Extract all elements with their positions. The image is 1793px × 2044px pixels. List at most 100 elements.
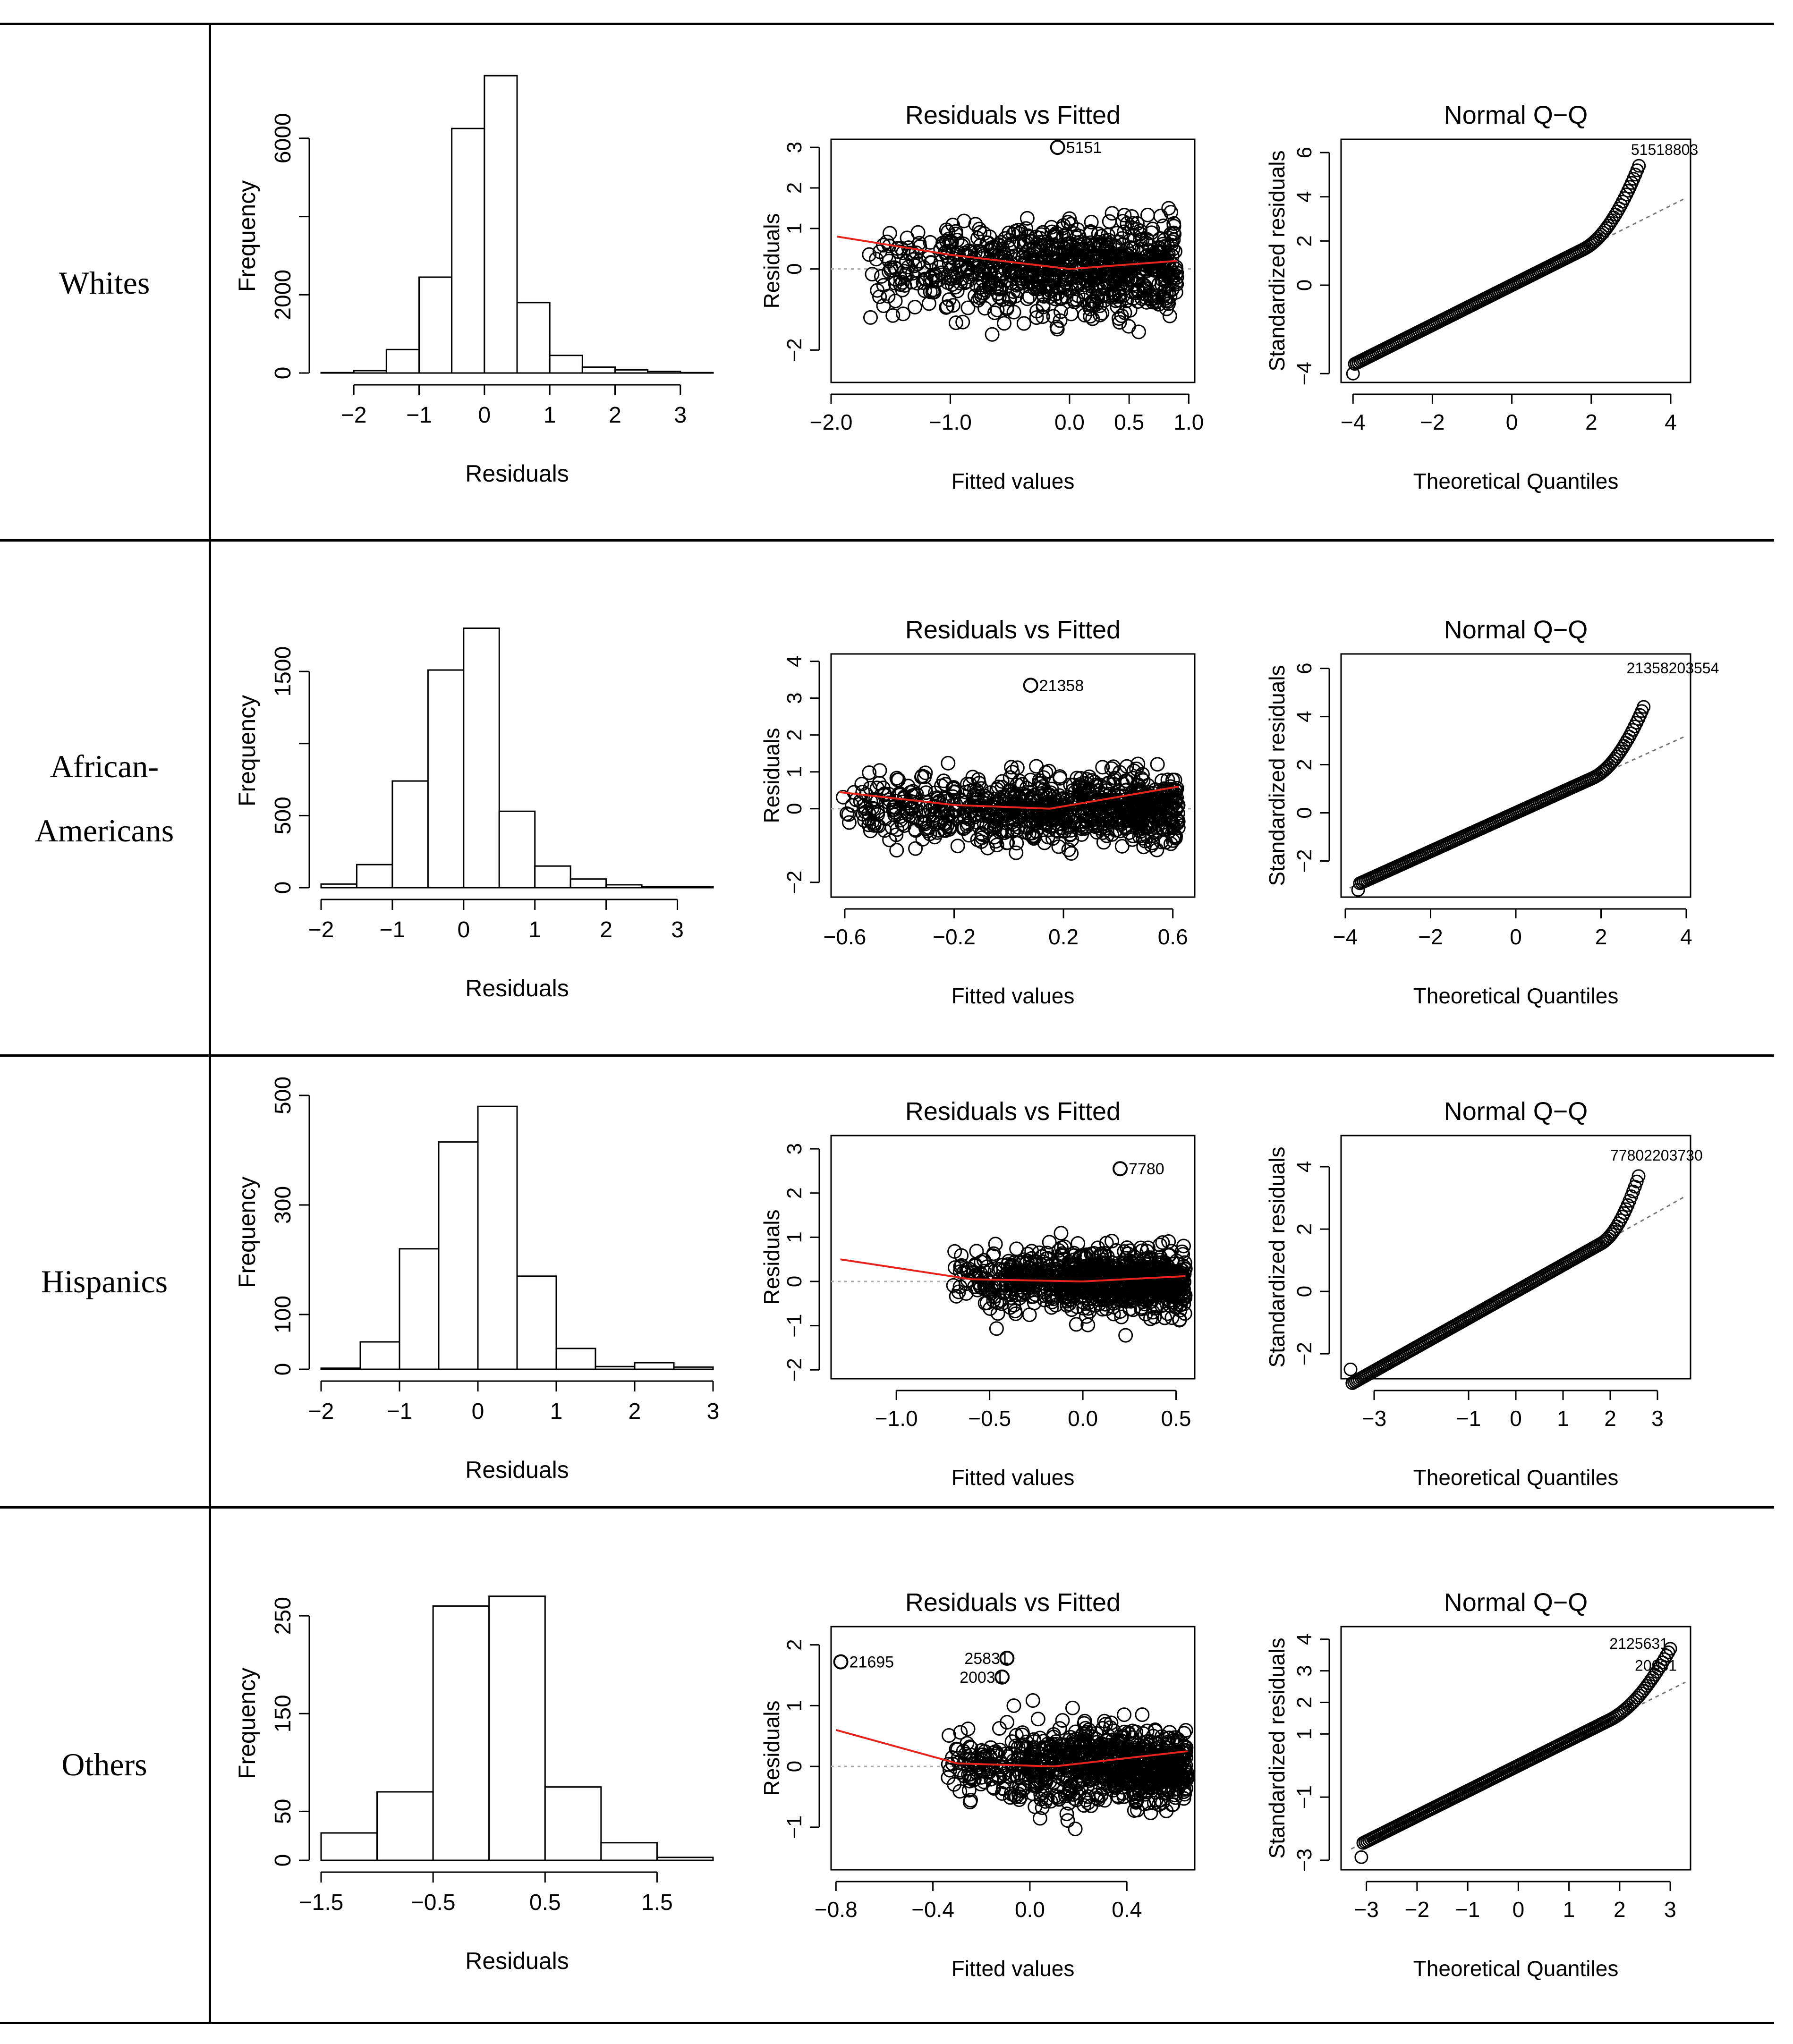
residual-point <box>1129 1793 1144 1808</box>
residual-point <box>1152 1252 1167 1267</box>
x-tick-label: −2 <box>1418 924 1443 949</box>
residual-point <box>1152 1272 1167 1287</box>
residual-point <box>1062 819 1078 834</box>
residual-point <box>1168 244 1183 259</box>
residual-point <box>1174 1756 1190 1772</box>
histogram-whites: −2 −1 0 1 2 3 0 2000 6000 Residuals Frequency <box>234 75 714 487</box>
smooth-line <box>835 1729 1188 1768</box>
residual-point <box>994 1786 1010 1801</box>
outlier-point <box>999 1650 1015 1666</box>
hist-bar <box>544 1786 602 1861</box>
residual-point <box>1059 1807 1074 1822</box>
residual-point <box>1117 208 1132 223</box>
residual-point <box>1066 1262 1081 1277</box>
residual-point <box>1095 1302 1110 1317</box>
residual-point <box>1162 1247 1177 1263</box>
y-axis-title: Residuals <box>759 728 784 823</box>
y-tick-label: 300 <box>271 1186 296 1224</box>
residual-point <box>1127 1276 1142 1291</box>
residual-point <box>1131 324 1146 339</box>
residual-point <box>1023 1760 1038 1775</box>
residual-point <box>888 276 903 291</box>
residual-point <box>1014 1287 1029 1302</box>
residual-point <box>933 815 948 831</box>
residual-point <box>939 300 954 315</box>
residual-point <box>968 288 983 304</box>
residual-point <box>1036 297 1051 312</box>
x-axis-title: Residuals <box>465 1948 569 1974</box>
hist-bar <box>385 348 420 374</box>
residual-point <box>887 802 902 817</box>
residual-point <box>1140 1737 1156 1752</box>
residual-point <box>1078 285 1093 300</box>
y-tick-label: 1 <box>783 1231 806 1243</box>
residual-point <box>1012 1766 1027 1781</box>
y-tick-label: 6 <box>1293 147 1316 158</box>
residual-point <box>878 811 893 826</box>
residual-point <box>1054 1226 1069 1241</box>
x-tick-label: −2 <box>1420 410 1445 434</box>
y-axis-title: Standardized residuals <box>1265 1147 1289 1368</box>
outlier-label: 20031 <box>1635 1657 1677 1674</box>
residual-point <box>1020 211 1035 226</box>
y-tick-label: 2 <box>783 182 806 194</box>
histogram-others: −1.5 −0.5 0.5 1.5 0 50 150 250 Residuals Frequenc… <box>234 1595 714 1974</box>
residual-point <box>971 803 986 818</box>
residual-point <box>1089 1788 1104 1803</box>
x-tick-label: 0 <box>472 1399 484 1424</box>
x-tick-label: −2 <box>341 403 367 428</box>
table-divider <box>209 23 211 2024</box>
residual-point <box>971 772 986 787</box>
residual-point <box>1117 1244 1132 1259</box>
residual-point <box>1086 1271 1101 1286</box>
normal-qq-hispanics: Normal Q−Q 77802203730 −3 −1 0 1 2 3 −2 0 2 4 Theore… <box>1265 1097 1703 1490</box>
x-axis-title: Theoretical Quantiles <box>1413 1956 1619 1981</box>
residual-point <box>1103 246 1118 261</box>
residual-point <box>1052 252 1067 267</box>
residual-point <box>1103 1738 1118 1753</box>
residual-point <box>962 1795 977 1810</box>
residual-point <box>918 785 934 800</box>
residual-point <box>918 816 933 831</box>
residual-point <box>1059 289 1074 305</box>
residual-point <box>1110 271 1125 286</box>
x-tick-label: 0.4 <box>1112 1897 1142 1922</box>
residual-point <box>1091 1249 1106 1264</box>
residual-point <box>1152 1262 1167 1277</box>
y-tick-label: 0 <box>271 882 296 894</box>
residual-point <box>1064 306 1079 322</box>
x-axis-title: Theoretical Quantiles <box>1413 469 1619 493</box>
residual-point <box>996 316 1011 331</box>
chart-title: Residuals vs Fitted <box>905 616 1121 644</box>
y-tick-label: −1 <box>1293 1785 1316 1809</box>
x-tick-label: 1.0 <box>1173 410 1204 434</box>
residual-point <box>1038 1771 1054 1786</box>
x-tick-label: −0.2 <box>933 924 976 949</box>
residual-point <box>1006 305 1021 320</box>
smooth-line <box>840 1258 1186 1283</box>
residual-point <box>953 1725 968 1740</box>
y-tick-label: 50 <box>271 1799 296 1824</box>
x-tick-label: −3 <box>1354 1897 1378 1922</box>
residual-point <box>1052 1721 1067 1736</box>
residual-point <box>1119 1747 1134 1763</box>
residual-point <box>1082 1750 1097 1765</box>
plot-frame <box>830 1626 1196 1871</box>
residual-point <box>960 1722 976 1737</box>
residual-point <box>1084 214 1099 229</box>
residual-point <box>897 789 912 805</box>
residual-point <box>1053 313 1068 328</box>
x-tick-label: 0.6 <box>1158 924 1188 949</box>
residual-point <box>1114 308 1129 323</box>
qq-point <box>1612 1216 1626 1230</box>
qq-point <box>1656 1655 1670 1670</box>
y-axis-title: Frequency <box>234 1177 260 1288</box>
residual-point <box>1106 1723 1121 1739</box>
residual-point <box>1002 263 1017 279</box>
x-tick-label: −0.6 <box>824 924 867 949</box>
residual-point <box>1111 311 1126 326</box>
residual-point <box>1030 809 1045 824</box>
residual-point <box>908 841 923 856</box>
residual-point <box>870 283 885 298</box>
residual-point <box>1065 1700 1080 1715</box>
